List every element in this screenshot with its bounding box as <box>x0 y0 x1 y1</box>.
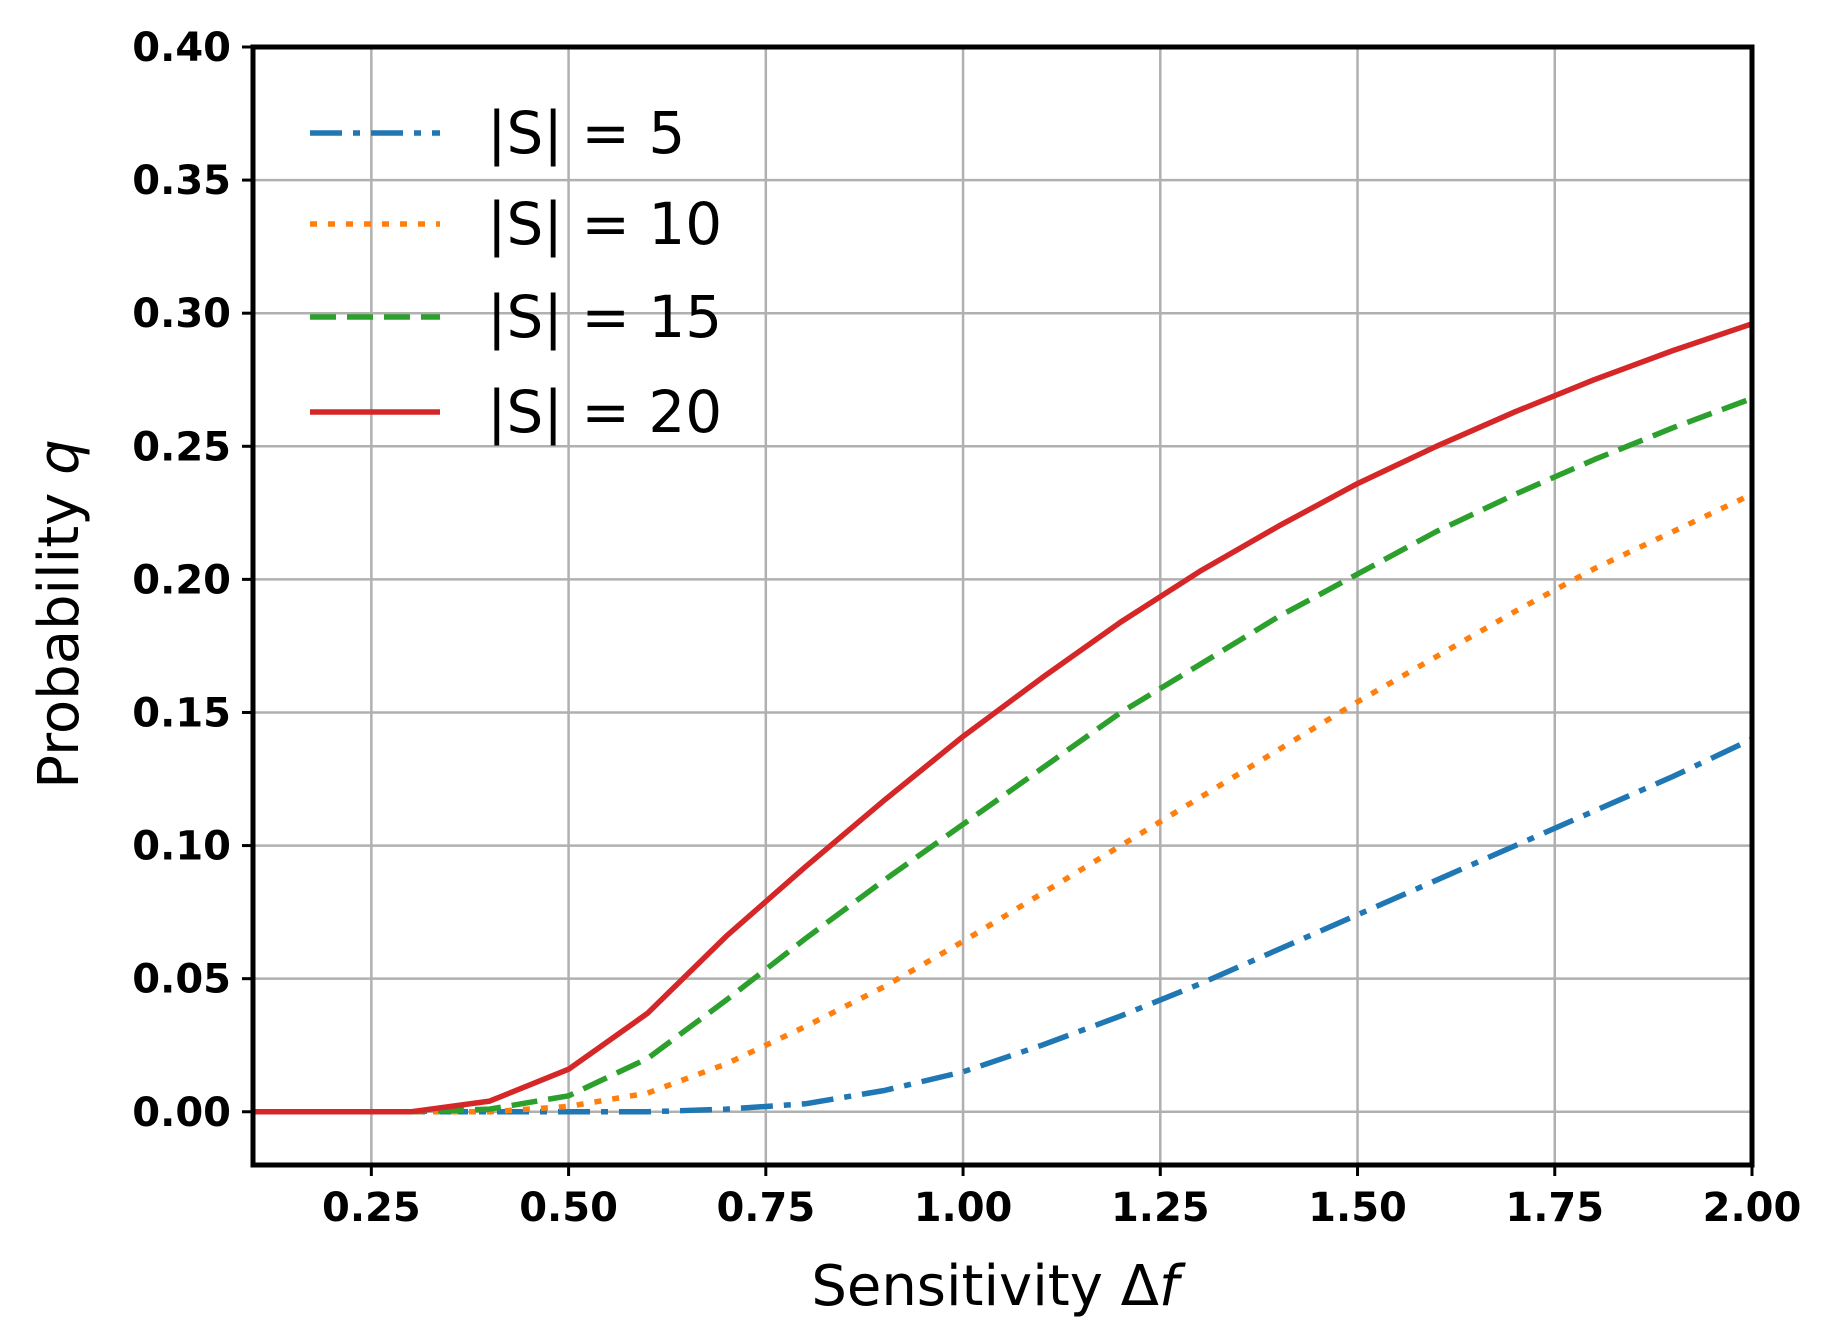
y-tick-label: 0.00 <box>132 1090 231 1136</box>
y-axis-label-var: q <box>27 439 92 475</box>
legend-label-1: |S| = 5 <box>487 99 685 167</box>
x-tick-label: 0.75 <box>716 1185 815 1231</box>
series-line-3 <box>253 395 1753 1115</box>
plot-frame <box>250 44 1755 1168</box>
series-line-4 <box>253 321 1753 1115</box>
legend-label-4: |S| = 20 <box>487 378 722 446</box>
x-axis-label: Sensitivity Δf <box>811 1254 1186 1319</box>
x-tick-label: 1.00 <box>914 1185 1013 1231</box>
legend-label-2: |S| = 10 <box>487 190 722 258</box>
series-line-1 <box>253 736 1754 1115</box>
x-tick-label: 1.25 <box>1111 1185 1210 1231</box>
grid-lines <box>253 45 1754 1165</box>
series-lines <box>253 321 1754 1115</box>
y-tick-label: 0.20 <box>132 557 231 603</box>
x-tick-label: 0.50 <box>519 1185 618 1231</box>
legend: |S| = 5 |S| = 10 |S| = 15 |S| = 20 <box>310 99 722 446</box>
y-tick-label: 0.30 <box>132 291 231 337</box>
y-tick-label: 0.15 <box>132 690 231 736</box>
legend-label-3: |S| = 15 <box>487 283 722 351</box>
x-tick-label: 1.75 <box>1505 1185 1604 1231</box>
x-axis-label-text: Sensitivity Δ <box>811 1254 1159 1319</box>
y-tick-label: 0.25 <box>132 424 231 470</box>
series-line-2 <box>253 491 1754 1115</box>
x-tick-label: 0.25 <box>322 1185 421 1231</box>
x-axis-label-var: f <box>1159 1254 1186 1319</box>
y-tick-label: 0.35 <box>132 158 231 204</box>
x-tick-label: 1.50 <box>1308 1185 1407 1231</box>
y-axis-label-text: Probability <box>27 475 92 789</box>
y-tick-label: 0.40 <box>132 25 231 71</box>
y-axis-label: Probability q <box>27 439 92 788</box>
y-tick-label: 0.10 <box>132 824 231 870</box>
axis-ticks: 0.25 0.50 0.75 1.00 1.25 1.50 1.75 2.00 0.00 0.05… <box>132 25 1801 1231</box>
y-tick-label: 0.05 <box>132 957 231 1003</box>
x-tick-label: 2.00 <box>1703 1185 1802 1231</box>
